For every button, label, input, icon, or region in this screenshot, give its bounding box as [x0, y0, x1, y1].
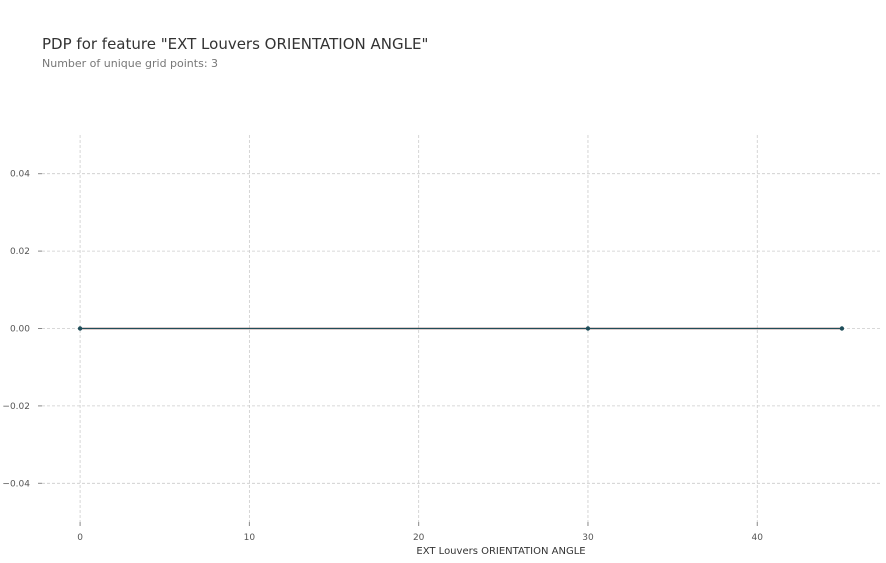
x-tick-label: 10	[244, 533, 256, 543]
x-tick-label: 20	[413, 533, 425, 543]
x-tick-label: 40	[752, 533, 764, 543]
pdp-point	[839, 326, 845, 331]
pdp-point	[77, 326, 83, 331]
y-tick-label: 0.02	[10, 247, 30, 257]
y-tick-label: 0.04	[10, 170, 30, 180]
pdp-point	[585, 326, 591, 331]
y-tick-label: −0.02	[2, 402, 30, 412]
y-tick-label: 0.00	[10, 325, 30, 335]
chart-title: PDP for feature "EXT Louvers ORIENTATION…	[42, 35, 429, 53]
x-axis-label: EXT Louvers ORIENTATION ANGLE	[416, 546, 585, 557]
x-tick-label: 0	[77, 533, 83, 543]
x-tick-label: 30	[582, 533, 594, 543]
y-tick-label: −0.04	[2, 479, 30, 489]
chart-subtitle: Number of unique grid points: 3	[42, 57, 219, 70]
